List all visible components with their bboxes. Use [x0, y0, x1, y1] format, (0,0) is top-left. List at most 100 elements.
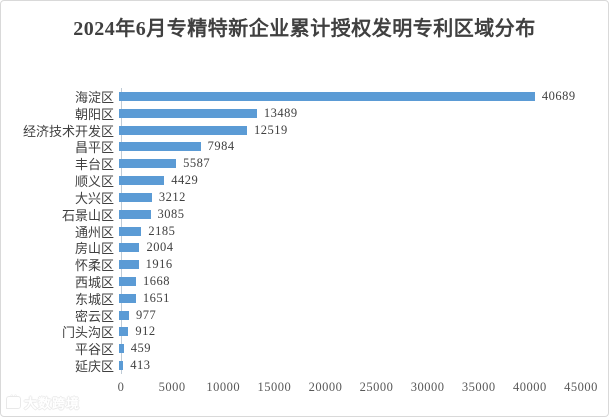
category-label: 经济技术开发区: [22, 123, 114, 139]
x-axis-tick-label: 15000: [257, 380, 292, 394]
bar-row: 延庆区 413: [1, 358, 579, 374]
bar-value-label: 13489: [263, 105, 298, 120]
category-label: 大兴区: [74, 190, 114, 206]
category-label: 海淀区: [74, 90, 114, 105]
x-axis-tick-label: 30000: [410, 380, 445, 394]
x-axis-tick-label: 10000: [206, 380, 241, 394]
category-label: 丰台区: [74, 157, 114, 173]
bar: [119, 260, 139, 270]
bar-value-label: 1668: [143, 273, 171, 288]
bar-value-label: 4429: [171, 173, 199, 188]
watermark-text: 大数跨境: [24, 396, 81, 411]
bar: [119, 293, 136, 303]
bar: [119, 108, 257, 118]
bar-track: 1651: [118, 291, 579, 306]
chart-title: 2024年6月专精特新企业累计授权发明专利区域分布: [73, 18, 536, 40]
bar-row: 昌平区 7984: [1, 139, 579, 156]
bar-track: 5587: [118, 156, 579, 171]
bar: [119, 125, 247, 135]
bar-row: 东城区 1651: [1, 291, 579, 307]
bar-track: 12519: [118, 123, 579, 138]
bar: [119, 226, 142, 236]
bar-track: 1668: [118, 274, 579, 289]
bar-rows: 海淀区 40689 朝阳区 13489 经济技术开发区 12519 昌平区 7984 丰台区 55…: [1, 89, 579, 374]
bar-value-label: 40689: [541, 89, 576, 103]
category-label: 顺义区: [74, 174, 114, 190]
bar-value-label: 912: [135, 324, 156, 339]
category-label: 石景山区: [61, 207, 114, 223]
bar: [119, 159, 177, 169]
bar-track: 977: [118, 308, 579, 323]
bar-value-label: 2185: [148, 223, 176, 238]
bar-row: 门头沟区 912: [1, 324, 579, 341]
bar-value-label: 2004: [146, 240, 174, 255]
x-axis-tick-label: 25000: [359, 380, 394, 394]
bar-value-label: 1916: [145, 257, 173, 272]
bar-row: 房山区 2004: [1, 240, 579, 257]
bar: [119, 209, 151, 219]
watermark: 大数跨境: [6, 393, 80, 412]
bar: [119, 327, 129, 337]
bar-track: 13489: [118, 106, 579, 121]
bar-row: 朝阳区 13489: [1, 106, 579, 122]
bar: [119, 310, 129, 320]
bar-row: 海淀区 40689: [1, 89, 579, 105]
bar-value-label: 5587: [183, 156, 211, 171]
x-axis: 0 5000 10000 15000 20000 25000 30000 35000 40000…: [117, 380, 598, 396]
bar-row: 顺义区 4429: [1, 173, 579, 190]
watermark-logo-icon: [6, 393, 21, 409]
x-axis-tick-label: 0: [117, 380, 125, 394]
bar-row: 经济技术开发区 12519: [1, 123, 579, 139]
x-axis-tick-label: 40000: [513, 380, 547, 394]
bar: [119, 243, 140, 253]
bar: [119, 276, 137, 286]
category-label: 西城区: [74, 274, 114, 290]
x-axis-tick-label: 5000: [158, 380, 186, 394]
bar-value-label: 459: [130, 341, 151, 356]
x-axis-tick-label: 35000: [461, 380, 496, 394]
category-label: 怀柔区: [74, 258, 114, 274]
bar: [119, 344, 124, 354]
bar: [119, 176, 165, 186]
bar-track: 40689: [118, 89, 579, 104]
bar-track: 3212: [118, 190, 579, 205]
category-label: 密云区: [74, 308, 114, 324]
category-label: 朝阳区: [74, 106, 114, 122]
bar-value-label: 413: [130, 358, 151, 372]
bar-row: 石景山区 3085: [1, 207, 579, 223]
bar-value-label: 12519: [253, 122, 288, 137]
bar-track: 4429: [118, 173, 579, 188]
bar-row: 平谷区 459: [1, 341, 579, 358]
bar-row: 密云区 977: [1, 308, 579, 324]
bar-track: 1916: [118, 257, 579, 272]
bar-track: 413: [118, 358, 579, 373]
category-label: 平谷区: [74, 342, 114, 358]
bar-value-label: 1651: [142, 290, 170, 305]
bar-row: 通州区 2185: [1, 224, 579, 240]
bar: [119, 142, 201, 152]
x-axis-tick-label: 20000: [308, 380, 343, 394]
bar: [119, 92, 535, 101]
category-label: 昌平区: [74, 140, 114, 156]
bar-value-label: 977: [135, 307, 157, 322]
bar-track: 459: [118, 341, 579, 356]
bar-value-label: 3085: [157, 206, 185, 221]
bar: [119, 192, 152, 202]
category-label: 延庆区: [74, 359, 114, 374]
bar-value-label: 7984: [207, 139, 235, 154]
category-label: 房山区: [74, 241, 114, 257]
category-label: 东城区: [74, 291, 114, 307]
bar-value-label: 3212: [158, 189, 186, 204]
bar-track: 912: [118, 324, 579, 339]
bar-track: 2004: [118, 240, 579, 255]
bar-row: 怀柔区 1916: [1, 257, 579, 274]
bar: [119, 361, 124, 370]
bar-row: 西城区 1668: [1, 274, 579, 290]
bar-track: 2185: [118, 224, 579, 239]
bar-row: 大兴区 3212: [1, 190, 579, 206]
x-axis-tick-label: 45000: [564, 380, 598, 394]
category-label: 门头沟区: [61, 325, 114, 341]
bar-track: 3085: [118, 207, 579, 222]
category-label: 通州区: [74, 224, 114, 240]
